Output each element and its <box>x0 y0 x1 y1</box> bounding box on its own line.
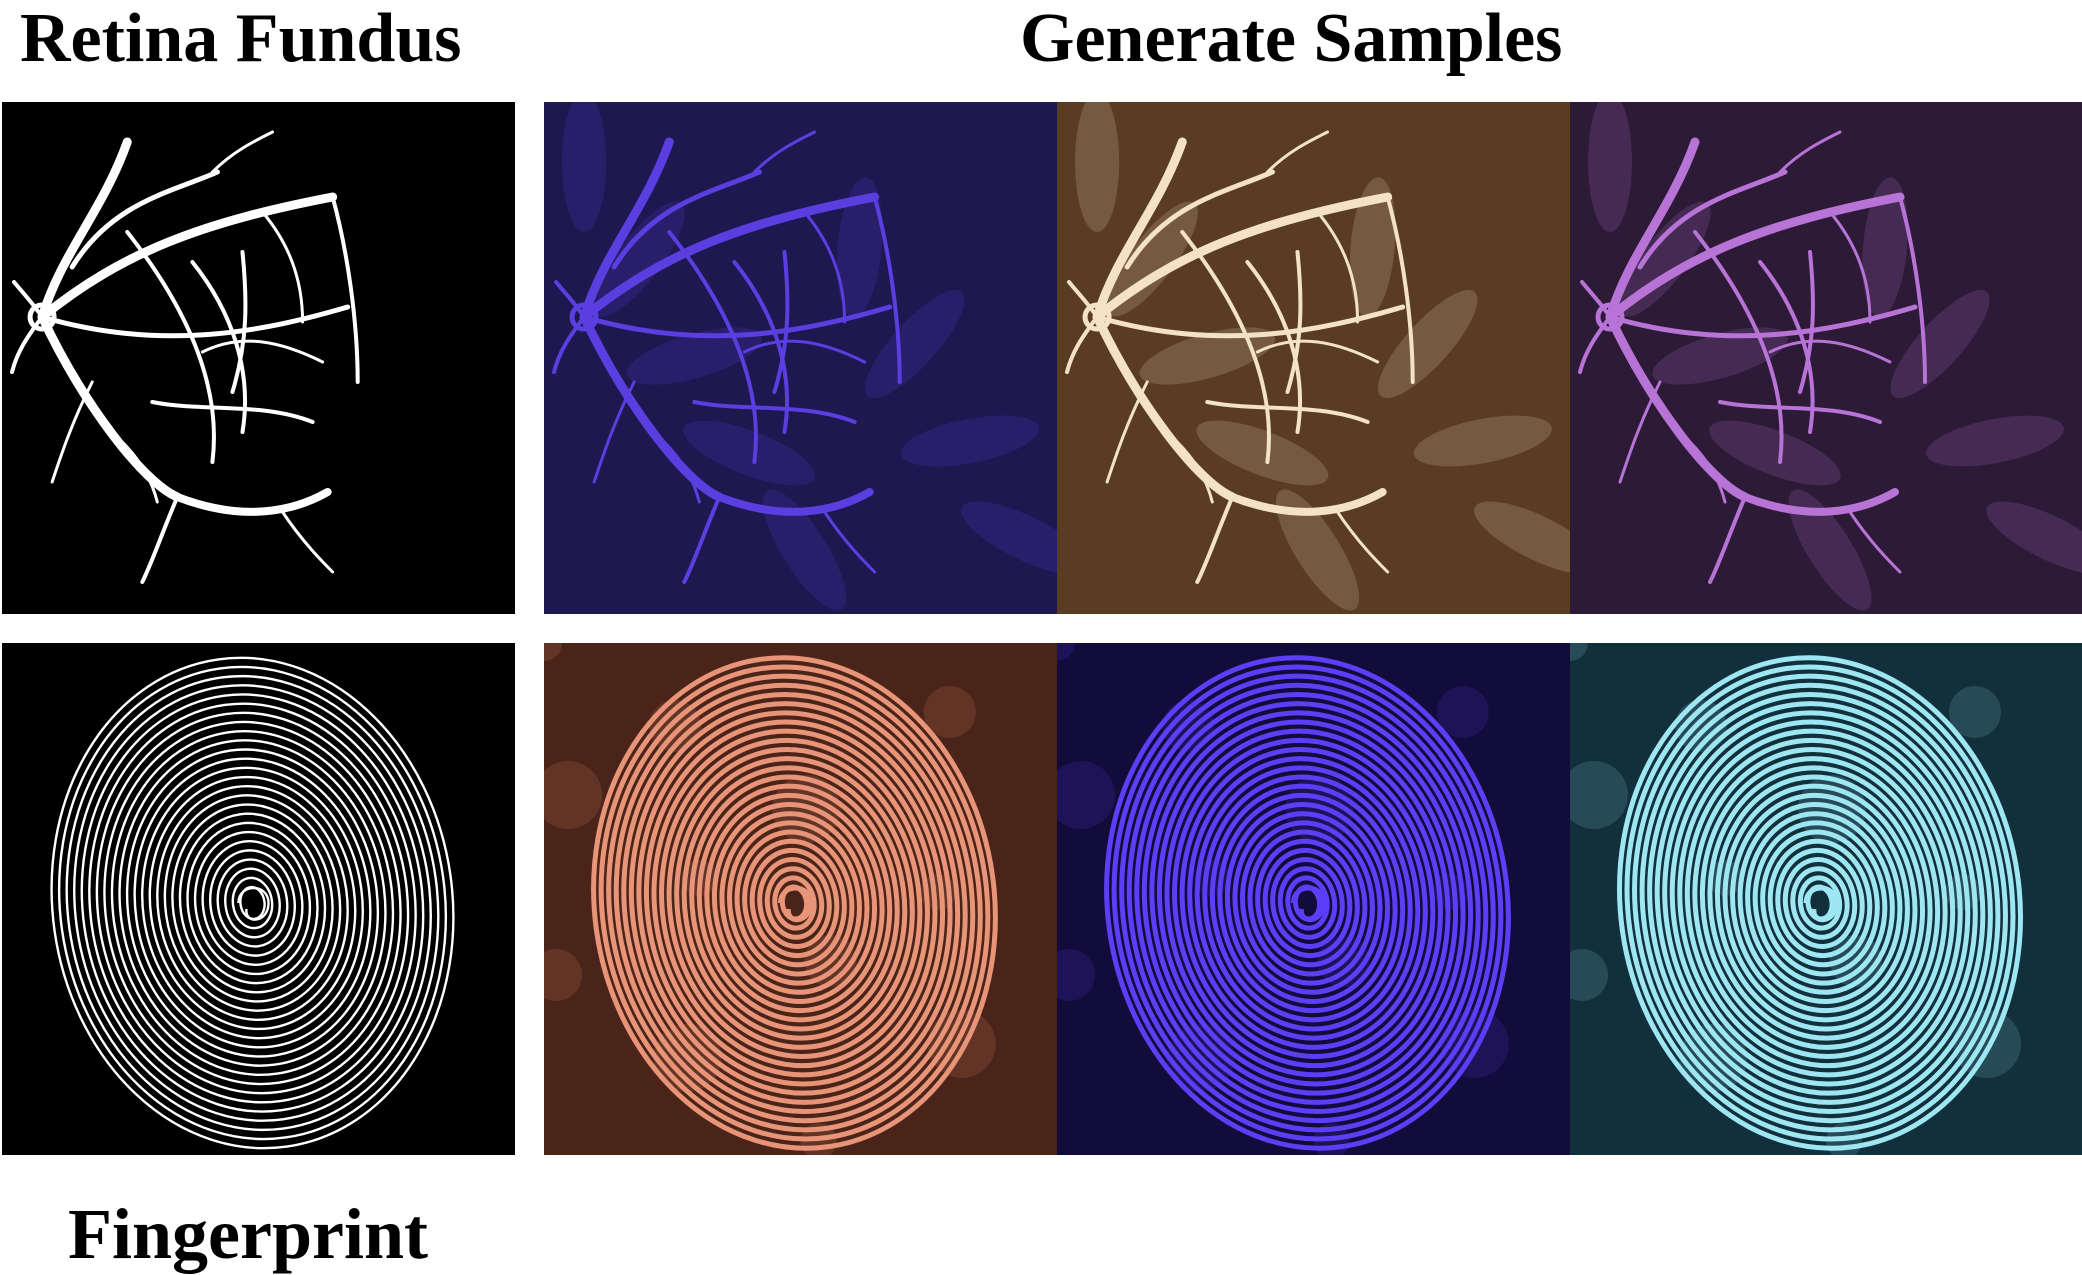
fingerprint-mask-image <box>2 643 515 1155</box>
fingerprint-sample-3-image <box>1570 643 2082 1155</box>
retina-fundus-label: Retina Fundus <box>20 0 462 77</box>
retina-mask-image <box>2 102 515 614</box>
fingerprint-sample-2-image <box>1057 643 1570 1155</box>
retina-sample-3-image <box>1570 102 2082 614</box>
fingerprint-label: Fingerprint <box>68 1194 428 1274</box>
fingerprint-sample-1-image <box>544 643 1057 1155</box>
generate-samples-label: Generate Samples <box>1020 0 1563 77</box>
retina-sample-2-image <box>1057 102 1570 614</box>
retina-sample-1-image <box>544 102 1057 614</box>
